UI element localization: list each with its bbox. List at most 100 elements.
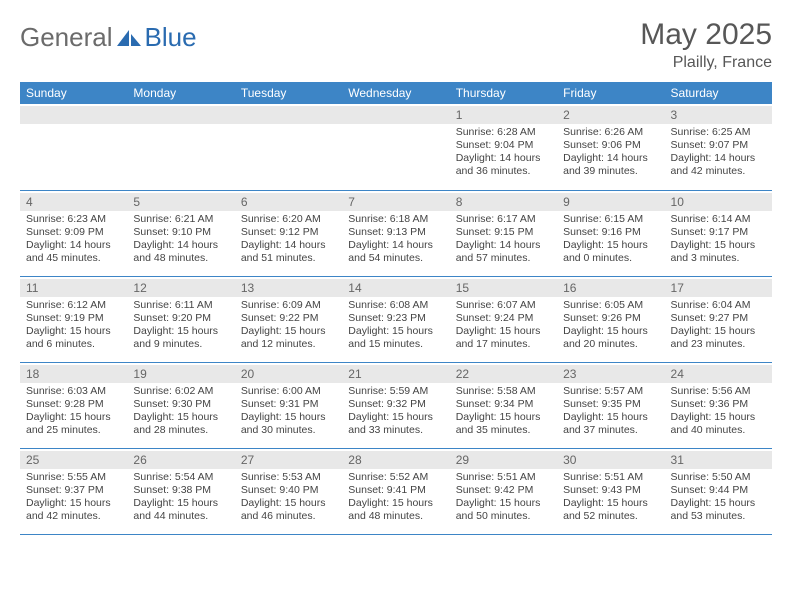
calendar-day-cell: 18Sunrise: 6:03 AMSunset: 9:28 PMDayligh… [20,362,127,448]
day-detail: Sunrise: 5:58 AM [456,385,551,398]
calendar-day-cell: 13Sunrise: 6:09 AMSunset: 9:22 PMDayligh… [235,276,342,362]
calendar-day-cell: 10Sunrise: 6:14 AMSunset: 9:17 PMDayligh… [665,190,772,276]
day-number: 20 [235,365,342,383]
day-number: 28 [342,451,449,469]
day-detail: Sunrise: 6:15 AM [563,213,658,226]
calendar-day-cell [127,104,234,190]
day-number: 16 [557,279,664,297]
day-detail: Sunset: 9:37 PM [26,484,121,497]
day-detail: and 33 minutes. [348,424,443,437]
day-detail: Daylight: 15 hours [671,411,766,424]
calendar-day-cell: 28Sunrise: 5:52 AMSunset: 9:41 PMDayligh… [342,448,449,534]
day-number: 1 [450,106,557,124]
calendar-week-row: 4 Sunrise: 6:23 AMSunset: 9:09 PM Daylight… [20,190,772,276]
day-detail: and 54 minutes. [348,252,443,265]
day-detail: Daylight: 14 hours [671,152,766,165]
day-number: 25 [20,451,127,469]
calendar-day-cell: 4Sunrise: 6:23 AMSunset: 9:09 PMDaylight… [20,190,127,276]
day-detail: and 36 minutes. [456,165,551,178]
calendar-day-cell [20,104,127,190]
calendar-day-cell: 22Sunrise: 5:58 AMSunset: 9:34 PMDayligh… [450,362,557,448]
day-detail: Daylight: 14 hours [563,152,658,165]
calendar-week-row: 18Sunrise: 6:03 AMSunset: 9:28 PMDayligh… [20,362,772,448]
day-detail: and 50 minutes. [456,510,551,523]
day-number: 24 [665,365,772,383]
day-detail: Sunset: 9:26 PM [563,312,658,325]
day-number: 27 [235,451,342,469]
calendar-day-cell: 7Sunrise: 6:18 AMSunset: 9:13 PMDaylight… [342,190,449,276]
day-detail: Daylight: 15 hours [241,325,336,338]
day-detail: Daylight: 15 hours [133,411,228,424]
day-detail: Sunset: 9:16 PM [563,226,658,239]
calendar-week-row: 1Sunrise: 6:28 AMSunset: 9:04 PMDaylight… [20,104,772,190]
day-number: 4 [20,193,127,211]
day-detail: and 35 minutes. [456,424,551,437]
day-detail: Sunrise: 6:18 AM [348,213,443,226]
calendar-day-cell: 6Sunrise: 6:20 AMSunset: 9:12 PMDaylight… [235,190,342,276]
weekday-header: Friday [557,82,664,104]
day-detail: Daylight: 15 hours [563,411,658,424]
day-number: 29 [450,451,557,469]
day-number: 23 [557,365,664,383]
day-number: 12 [127,279,234,297]
calendar-day-cell: 29Sunrise: 5:51 AMSunset: 9:42 PMDayligh… [450,448,557,534]
day-detail: Sunrise: 6:03 AM [26,385,121,398]
calendar-day-cell: 26Sunrise: 5:54 AMSunset: 9:38 PMDayligh… [127,448,234,534]
day-detail: Daylight: 15 hours [26,325,121,338]
day-detail: Sunrise: 6:04 AM [671,299,766,312]
calendar-day-cell: 9Sunrise: 6:15 AMSunset: 9:16 PMDaylight… [557,190,664,276]
title-block: May 2025 Plailly, France [640,18,772,72]
day-number: 7 [342,193,449,211]
calendar-day-cell: 19Sunrise: 6:02 AMSunset: 9:30 PMDayligh… [127,362,234,448]
weekday-header: Monday [127,82,234,104]
day-detail: Sunset: 9:10 PM [133,226,228,239]
day-detail: and 53 minutes. [671,510,766,523]
day-detail: Daylight: 15 hours [456,325,551,338]
day-detail: Daylight: 15 hours [563,325,658,338]
day-detail: and 42 minutes. [671,165,766,178]
day-detail: and 15 minutes. [348,338,443,351]
day-detail: Sunset: 9:09 PM [26,226,121,239]
day-detail: Sunrise: 6:20 AM [241,213,336,226]
calendar-day-cell: 17Sunrise: 6:04 AMSunset: 9:27 PMDayligh… [665,276,772,362]
day-detail: Sunset: 9:17 PM [671,226,766,239]
day-detail: Sunrise: 6:26 AM [563,126,658,139]
header: General Blue May 2025 Plailly, France [20,18,772,72]
day-detail: Sunrise: 5:51 AM [563,471,658,484]
day-detail: Daylight: 15 hours [241,497,336,510]
calendar-day-cell: 14Sunrise: 6:08 AMSunset: 9:23 PMDayligh… [342,276,449,362]
day-number: 17 [665,279,772,297]
day-detail: and 52 minutes. [563,510,658,523]
day-detail: Daylight: 14 hours [241,239,336,252]
day-detail: Sunrise: 5:54 AM [133,471,228,484]
calendar-page: General Blue May 2025 Plailly, France Su… [0,0,792,535]
calendar-day-cell: 3Sunrise: 6:25 AMSunset: 9:07 PMDaylight… [665,104,772,190]
day-detail: Sunset: 9:27 PM [671,312,766,325]
day-detail: and 39 minutes. [563,165,658,178]
day-detail: Sunrise: 5:50 AM [671,471,766,484]
brand-logo: General Blue [20,22,197,53]
day-detail: Sunrise: 6:05 AM [563,299,658,312]
day-number: 8 [450,193,557,211]
sail-icon [115,28,143,48]
day-detail: Sunset: 9:44 PM [671,484,766,497]
day-detail: and 12 minutes. [241,338,336,351]
calendar-day-cell: 20Sunrise: 6:00 AMSunset: 9:31 PMDayligh… [235,362,342,448]
day-detail: Sunrise: 5:55 AM [26,471,121,484]
day-detail: Sunset: 9:43 PM [563,484,658,497]
day-detail: and 9 minutes. [133,338,228,351]
day-number: 26 [127,451,234,469]
day-detail: and 0 minutes. [563,252,658,265]
day-detail: Sunrise: 6:23 AM [26,213,121,226]
day-detail: Daylight: 15 hours [133,325,228,338]
day-detail: Sunset: 9:32 PM [348,398,443,411]
day-detail: Sunrise: 5:56 AM [671,385,766,398]
calendar-day-cell: 25Sunrise: 5:55 AMSunset: 9:37 PMDayligh… [20,448,127,534]
day-detail: Daylight: 14 hours [456,239,551,252]
day-detail: Daylight: 15 hours [671,239,766,252]
day-detail: Daylight: 15 hours [563,497,658,510]
day-detail: and 40 minutes. [671,424,766,437]
calendar-day-cell: 5Sunrise: 6:21 AMSunset: 9:10 PMDaylight… [127,190,234,276]
calendar-day-cell: 27Sunrise: 5:53 AMSunset: 9:40 PMDayligh… [235,448,342,534]
day-detail: Sunrise: 5:59 AM [348,385,443,398]
